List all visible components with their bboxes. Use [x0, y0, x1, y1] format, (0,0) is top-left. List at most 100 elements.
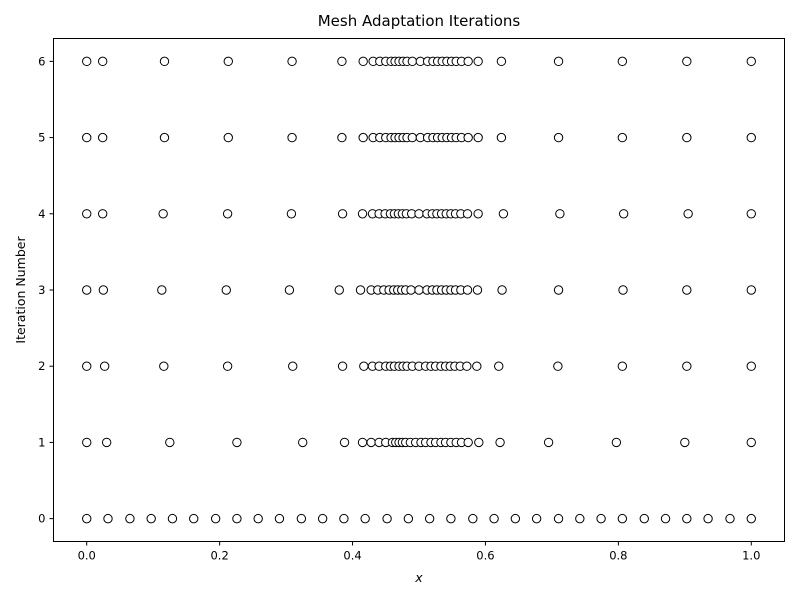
data-point: [125, 513, 135, 524]
data-point: [510, 513, 521, 524]
data-point: [446, 513, 456, 524]
data-point: [543, 437, 554, 448]
data-point: [358, 132, 368, 143]
data-point: [575, 513, 585, 524]
data-point: [553, 56, 564, 67]
series-iteration-4: [82, 209, 756, 219]
data-point: [359, 361, 369, 371]
x-tick-label: 0.8: [609, 549, 627, 563]
x-tick-label: 0.4: [343, 549, 361, 563]
data-point: [472, 285, 483, 295]
data-point: [286, 209, 297, 219]
data-point: [746, 285, 756, 295]
data-point: [406, 285, 416, 295]
data-point: [618, 209, 629, 219]
data-point: [82, 437, 92, 448]
data-point: [497, 285, 507, 295]
data-point: [462, 361, 472, 371]
data-point: [498, 209, 509, 219]
data-point: [617, 132, 628, 143]
data-point: [159, 361, 169, 371]
data-point: [232, 513, 242, 524]
data-point: [489, 513, 499, 524]
data-point: [682, 132, 692, 143]
data-point: [287, 56, 297, 67]
data-point: [97, 56, 108, 67]
data-point: [617, 56, 628, 67]
data-point: [462, 285, 473, 295]
data-point: [298, 437, 308, 448]
data-point: [337, 132, 347, 143]
data-point: [165, 437, 175, 448]
x-axis: 0.0 0.2 0.4 0.6 0.8 1.0: [78, 541, 760, 563]
data-point: [473, 132, 483, 143]
data-point: [617, 513, 628, 524]
y-axis-label: Iteration Number: [13, 236, 28, 344]
data-point: [82, 209, 92, 219]
data-point: [189, 513, 199, 524]
data-point: [555, 209, 565, 219]
data-point: [82, 285, 92, 295]
data-point: [288, 361, 298, 371]
y-axis: 0 1 2 3 4 5 6: [38, 54, 54, 526]
data-point: [360, 513, 370, 524]
data-point: [355, 285, 366, 295]
x-tick-label: 0.2: [210, 549, 228, 563]
data-point: [468, 513, 478, 524]
data-point: [463, 56, 473, 67]
data-point: [232, 437, 242, 448]
data-point: [683, 209, 693, 219]
data-point: [337, 209, 348, 219]
y-tick-label: 0: [38, 512, 45, 526]
data-point: [682, 513, 692, 524]
series-iteration-5: [82, 132, 756, 143]
data-point: [682, 361, 692, 371]
series-iteration-1: [82, 437, 756, 448]
x-axis-label: x: [414, 570, 423, 585]
data-point: [97, 132, 108, 143]
data-point: [639, 513, 649, 524]
data-point: [98, 285, 109, 295]
data-point: [101, 437, 112, 448]
data-point: [463, 132, 473, 143]
data-point: [680, 437, 690, 448]
data-point: [407, 56, 418, 67]
y-tick-label: 6: [38, 54, 45, 68]
y-tick-label: 5: [38, 131, 45, 145]
data-point: [223, 56, 233, 67]
data-point: [414, 209, 424, 219]
data-point: [407, 132, 418, 143]
data-point: [296, 513, 307, 524]
data-point: [253, 513, 263, 524]
data-point: [97, 209, 108, 219]
data-point: [222, 209, 233, 219]
data-point: [596, 513, 606, 524]
data-point: [725, 513, 735, 524]
data-point: [553, 132, 564, 143]
data-point: [157, 285, 167, 295]
data-point: [473, 209, 483, 219]
data-point: [358, 56, 368, 67]
data-point: [222, 361, 233, 371]
data-point: [682, 285, 692, 295]
y-tick-label: 3: [38, 283, 45, 297]
data-point: [496, 132, 507, 143]
data-point: [472, 361, 482, 371]
data-point: [618, 285, 628, 295]
data-point: [159, 132, 170, 143]
y-tick-label: 2: [38, 359, 45, 373]
data-point: [660, 513, 671, 524]
data-point: [167, 513, 178, 524]
data-point: [287, 132, 297, 143]
series-iteration-6: [82, 56, 756, 67]
data-point: [99, 361, 110, 371]
data-point: [414, 285, 424, 295]
data-point: [746, 209, 756, 219]
series-iteration-3: [82, 285, 756, 295]
series-iteration-0: [82, 513, 756, 524]
data-point: [746, 437, 756, 448]
data-point: [553, 513, 564, 524]
data-point: [617, 361, 628, 371]
data-point: [462, 209, 473, 219]
